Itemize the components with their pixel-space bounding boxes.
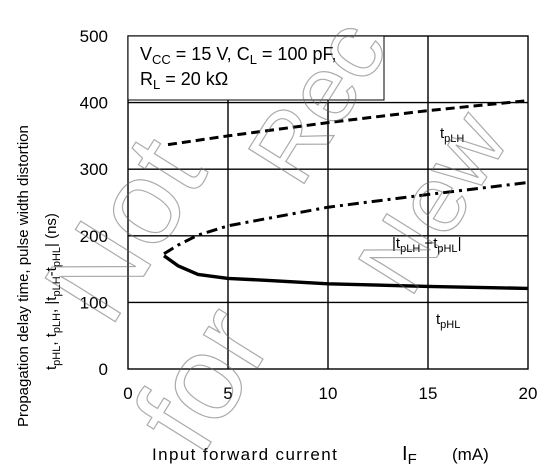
conditions-line2: RL = 20 kΩ [140, 69, 228, 92]
x-tick-label: 5 [223, 384, 232, 403]
conditions-box [127, 35, 385, 101]
x-tick-label: 20 [519, 384, 538, 403]
series-group [163, 99, 529, 291]
y-tick-label: 500 [80, 27, 108, 46]
y-tick-label: 200 [80, 227, 108, 246]
x-tick-label: 0 [123, 384, 132, 403]
y-tick-label: 0 [99, 360, 108, 379]
x-tick-label: 10 [319, 384, 338, 403]
x-axis-title: Input forward current [152, 445, 338, 464]
x-tick-label: 15 [419, 384, 438, 403]
y-tick-label: 100 [80, 293, 108, 312]
series-line-1 [163, 181, 529, 256]
y-axis-title-line1: Propagation delay time, pulse width dist… [15, 125, 32, 427]
watermark: Not for Rec New [18, 1, 530, 466]
x-axis-symbol: IF [402, 443, 417, 466]
series-line-0 [167, 99, 529, 147]
y-tick-label: 400 [80, 94, 108, 113]
y-tick-label: 300 [80, 160, 108, 179]
x-axis-unit: (mA) [452, 445, 489, 464]
svg-text:Rec: Rec [228, 2, 407, 201]
series-line-2 [163, 254, 529, 291]
label-tphl: tpHL [436, 311, 460, 331]
conditions-line1: VCC = 15 V, CL = 100 pF, [140, 44, 336, 67]
